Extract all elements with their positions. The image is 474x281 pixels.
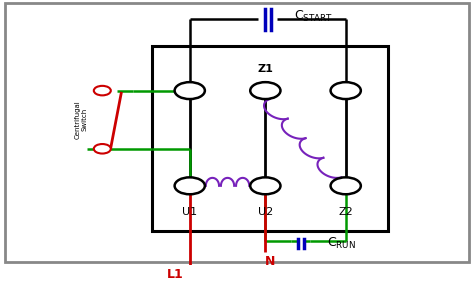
Text: ELECTRICAL: ELECTRICAL	[191, 177, 302, 195]
Text: L1: L1	[167, 268, 184, 281]
Bar	[152, 46, 388, 231]
Circle shape	[330, 82, 361, 99]
Text: Z1: Z1	[257, 64, 273, 74]
Text: $\mathregular{C_{START}}$: $\mathregular{C_{START}}$	[294, 9, 333, 24]
Circle shape	[250, 177, 281, 194]
Circle shape	[174, 177, 205, 194]
Text: U1: U1	[182, 207, 197, 217]
Text: Centrifugal
Switch: Centrifugal Switch	[74, 100, 88, 139]
Text: $\mathregular{C_{RUN}}$: $\mathregular{C_{RUN}}$	[327, 236, 356, 251]
Circle shape	[174, 82, 205, 99]
Circle shape	[330, 177, 361, 194]
Text: WIRA: WIRA	[185, 73, 261, 97]
Text: U2: U2	[258, 207, 273, 217]
Circle shape	[250, 82, 281, 99]
Text: N: N	[265, 255, 275, 268]
Circle shape	[94, 86, 111, 95]
Circle shape	[94, 144, 111, 153]
Text: Z2: Z2	[338, 207, 353, 217]
